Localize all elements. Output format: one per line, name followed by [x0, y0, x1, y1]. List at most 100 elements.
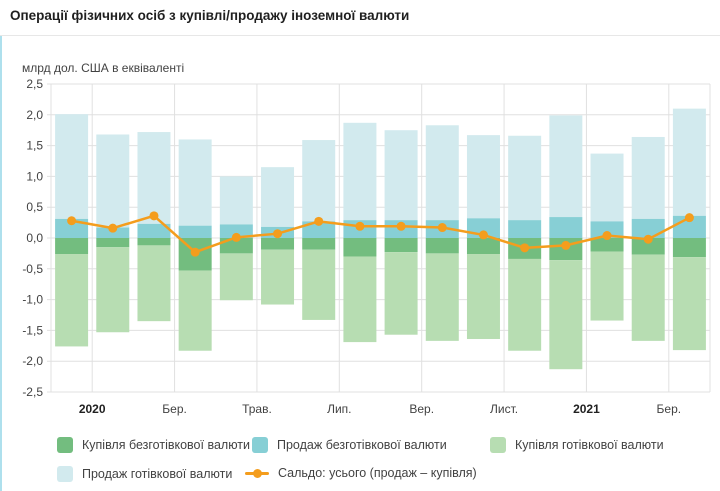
y-tick-label: 2,0 — [26, 108, 43, 122]
x-tick-label: Бер. — [657, 402, 682, 416]
legend-saldo-dot-icon — [252, 468, 262, 478]
bar-buy-cash — [261, 249, 295, 305]
saldo-point — [602, 231, 612, 241]
bar-buy-noncash — [96, 238, 130, 248]
bar-buy-noncash — [302, 238, 336, 250]
bar-buy-noncash — [261, 238, 295, 250]
saldo-point — [437, 223, 447, 233]
y-tick-label: -1,5 — [22, 323, 43, 337]
y-tick-label: 1,5 — [26, 139, 43, 153]
x-tick-label: Вер. — [409, 402, 434, 416]
bar-buy-cash — [425, 253, 459, 341]
saldo-point — [561, 240, 571, 250]
bar-sell-cash — [384, 130, 418, 221]
y-tick-label: 0,0 — [26, 231, 43, 245]
bar-buy-cash — [508, 258, 542, 351]
bar-buy-cash — [302, 249, 336, 320]
bar-sell-noncash — [631, 218, 665, 238]
bar-sell-cash — [425, 125, 459, 221]
legend-label: Купівля безготівкової валюти — [82, 438, 251, 452]
y-tick-label: -2,5 — [22, 385, 43, 399]
saldo-point — [478, 230, 488, 240]
bar-buy-noncash — [631, 238, 665, 255]
bar-buy-cash — [384, 252, 418, 335]
bar-sell-noncash — [178, 225, 212, 238]
bar-sell-noncash — [590, 221, 624, 238]
left-accent-line — [0, 36, 2, 491]
legend-swatch-buy-noncash-icon — [57, 437, 73, 453]
page-title: Операції фізичних осіб з купівлі/продажу… — [10, 8, 410, 23]
bar-buy-cash — [137, 245, 171, 322]
x-tick-label: Трав. — [242, 402, 272, 416]
legend-item-saldo[interactable]: Сальдо: усього (продаж – купівля) — [245, 466, 477, 480]
saldo-point — [684, 213, 694, 223]
bar-buy-cash — [178, 270, 212, 351]
x-tick-label: Бер. — [162, 402, 187, 416]
saldo-point — [108, 223, 118, 233]
bar-sell-cash — [302, 140, 336, 222]
legend-item-buy-cash[interactable]: Купівля готівкової валюти — [490, 437, 664, 453]
bar-buy-cash — [631, 254, 665, 341]
bar-buy-noncash — [384, 238, 418, 253]
saldo-point — [273, 229, 283, 239]
bar-sell-noncash — [302, 221, 336, 238]
saldo-point — [314, 216, 324, 226]
bar-sell-noncash — [55, 218, 89, 238]
legend-swatch-buy-cash-icon — [490, 437, 506, 453]
bar-sell-cash — [631, 136, 665, 219]
bar-sell-noncash — [96, 227, 130, 238]
saldo-point — [231, 232, 241, 242]
bar-sell-noncash — [549, 217, 583, 238]
saldo-point — [643, 234, 653, 244]
bar-sell-cash — [549, 115, 583, 218]
bar-buy-cash — [590, 251, 624, 321]
saldo-point — [67, 216, 77, 226]
bar-sell-noncash — [137, 223, 171, 238]
y-tick-label: 1,0 — [26, 169, 43, 183]
bar-sell-cash — [137, 132, 171, 224]
saldo-point — [190, 247, 200, 257]
legend-swatch-sell-cash-icon — [57, 466, 73, 482]
bar-sell-noncash — [508, 220, 542, 238]
bar-buy-noncash — [219, 238, 253, 254]
bar-buy-cash — [96, 247, 130, 333]
x-tick-label: Лист. — [490, 402, 518, 416]
saldo-line — [71, 214, 690, 254]
legend-item-buy-noncash[interactable]: Купівля безготівкової валюти — [57, 437, 250, 453]
bar-buy-noncash — [672, 238, 706, 258]
bar-buy-cash — [219, 253, 253, 301]
bar-buy-noncash — [343, 238, 377, 257]
legend-item-sell-noncash[interactable]: Продаж безготівкової валюти — [252, 437, 447, 453]
bar-buy-noncash — [466, 238, 500, 255]
y-tick-label: -1,0 — [22, 293, 43, 307]
bar-sell-cash — [178, 139, 212, 226]
y-tick-label: 2,5 — [26, 77, 43, 91]
bar-buy-noncash — [55, 238, 89, 255]
bar-sell-cash — [261, 167, 295, 227]
bar-buy-cash — [55, 254, 89, 347]
y-tick-label: -2,0 — [22, 354, 43, 368]
bar-buy-noncash — [137, 238, 171, 246]
bar-sell-cash — [343, 122, 377, 221]
bar-sell-cash — [672, 108, 706, 216]
y-tick-label: -0,5 — [22, 262, 43, 276]
bar-sell-cash — [219, 176, 253, 225]
bar-sell-cash — [590, 153, 624, 222]
bar-sell-cash — [96, 134, 130, 228]
bar-sell-cash — [55, 114, 89, 219]
bar-sell-cash — [466, 135, 500, 219]
legend-label: Продаж безготівкової валюти — [277, 438, 447, 452]
bar-buy-cash — [343, 256, 377, 343]
saldo-point — [149, 211, 159, 221]
legend-label: Купівля готівкової валюти — [515, 438, 664, 452]
x-tick-label: 2021 — [573, 402, 600, 416]
x-tick-label: 2020 — [79, 402, 106, 416]
bar-buy-cash — [672, 257, 706, 351]
legend-saldo-line-icon — [245, 468, 269, 478]
bar-sell-cash — [508, 135, 542, 221]
bar-buy-noncash — [425, 238, 459, 254]
legend-item-sell-cash[interactable]: Продаж готівкової валюти — [57, 466, 232, 482]
bar-sell-noncash — [219, 224, 253, 238]
bar-buy-noncash — [590, 238, 624, 252]
